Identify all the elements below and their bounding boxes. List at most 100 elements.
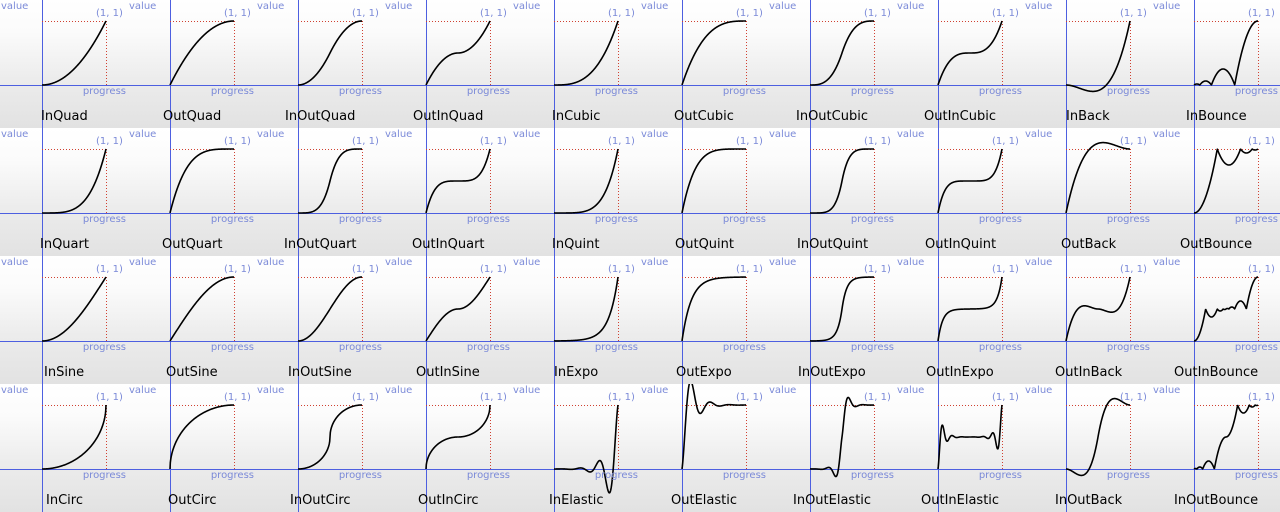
chart-out-in-cubic: value (1, 1) progress OutInCubic [896, 0, 1024, 128]
chart-out-in-expo: value (1, 1) progress OutInExpo [896, 256, 1024, 384]
chart-plot [0, 384, 128, 512]
corner-label: (1, 1) [992, 8, 1019, 19]
chart-plot [896, 256, 1024, 384]
chart-in-out-bounce: value (1, 1) progress InOutBounce [1152, 384, 1280, 512]
corner-label: (1, 1) [1248, 264, 1275, 275]
chart-title: InSine [44, 365, 85, 380]
axis-label-progress: progress [1106, 342, 1150, 353]
chart-in-expo: value (1, 1) progress InExpo [512, 256, 640, 384]
easing-curve [1193, 276, 1259, 342]
axis-label-value: value [129, 385, 157, 396]
axis-label-value: value [1025, 1, 1053, 12]
axis-label-progress: progress [210, 342, 254, 353]
corner-label: (1, 1) [96, 264, 123, 275]
chart-plot [128, 0, 256, 128]
axis-label-value: value [513, 1, 541, 12]
axis-label-progress: progress [594, 86, 638, 97]
axis-label-progress: progress [850, 214, 894, 225]
axis-label-progress: progress [338, 86, 382, 97]
corner-label: (1, 1) [1248, 136, 1275, 147]
axis-label-progress: progress [1234, 342, 1278, 353]
chart-title: OutInQuart [412, 237, 485, 252]
chart-plot [256, 384, 384, 512]
easing-curve [937, 148, 1003, 214]
corner-label: (1, 1) [480, 392, 507, 403]
corner-label: (1, 1) [1248, 8, 1275, 19]
axis-label-value: value [1, 257, 29, 268]
chart-title: InElastic [549, 493, 604, 508]
chart-plot [384, 384, 512, 512]
chart-title: OutInElastic [921, 493, 1000, 508]
chart-title: InOutSine [288, 365, 352, 380]
easing-curve [41, 276, 107, 342]
axis-label-progress: progress [978, 214, 1022, 225]
chart-title: OutInQuint [925, 237, 997, 252]
corner-label: (1, 1) [864, 8, 891, 19]
chart-plot [896, 384, 1024, 512]
chart-plot [256, 128, 384, 256]
chart-in-back: value (1, 1) progress InBack [1024, 0, 1152, 128]
chart-out-elastic: value (1, 1) progress OutElastic [640, 384, 768, 512]
chart-plot [256, 0, 384, 128]
axis-label-progress: progress [82, 214, 126, 225]
chart-title: InOutCubic [796, 109, 868, 124]
chart-title: OutCirc [168, 493, 217, 508]
easing-curve [425, 20, 491, 86]
chart-plot [384, 0, 512, 128]
chart-out-in-circ: value (1, 1) progress OutInCirc [384, 384, 512, 512]
chart-in-sine: value (1, 1) progress InSine [0, 256, 128, 384]
chart-title: OutBack [1061, 237, 1117, 252]
chart-in-quart: value (1, 1) progress InQuart [0, 128, 128, 256]
chart-plot [1024, 384, 1152, 512]
chart-title: InOutBack [1055, 493, 1123, 508]
chart-out-quart: value (1, 1) progress OutQuart [128, 128, 256, 256]
chart-in-out-elastic: value (1, 1) progress InOutElastic [768, 384, 896, 512]
corner-label: (1, 1) [864, 392, 891, 403]
axis-label-progress: progress [978, 342, 1022, 353]
axis-label-progress: progress [722, 342, 766, 353]
easing-curve [553, 404, 619, 494]
easing-curve [809, 276, 875, 342]
corner-label: (1, 1) [736, 264, 763, 275]
corner-label: (1, 1) [864, 264, 891, 275]
axis-label-value: value [641, 129, 669, 140]
chart-title: InOutQuart [284, 237, 357, 252]
chart-in-quad: value (1, 1) progress InQuad [0, 0, 128, 128]
chart-title: InOutQuint [797, 237, 869, 252]
axis-label-progress: progress [594, 214, 638, 225]
chart-title: OutBounce [1180, 237, 1253, 252]
axis-label-value: value [1025, 385, 1053, 396]
easing-curve [169, 20, 235, 86]
chart-out-in-bounce: value (1, 1) progress OutInBounce [1152, 256, 1280, 384]
axis-label-progress: progress [850, 342, 894, 353]
axis-label-value: value [513, 129, 541, 140]
chart-plot [640, 0, 768, 128]
axis-label-progress: progress [466, 214, 510, 225]
corner-label: (1, 1) [608, 136, 635, 147]
axis-label-progress: progress [1234, 86, 1278, 97]
easing-curve [425, 404, 491, 470]
chart-plot [1024, 128, 1152, 256]
corner-label: (1, 1) [736, 136, 763, 147]
axis-label-value: value [129, 257, 157, 268]
chart-plot [896, 128, 1024, 256]
chart-title: OutInQuad [413, 109, 484, 124]
easing-curve [1193, 148, 1259, 214]
corner-label: (1, 1) [480, 8, 507, 19]
chart-in-out-cubic: value (1, 1) progress InOutCubic [768, 0, 896, 128]
axis-label-value: value [1153, 129, 1181, 140]
chart-title: InBounce [1186, 109, 1247, 124]
chart-in-out-expo: value (1, 1) progress InOutExpo [768, 256, 896, 384]
chart-plot [512, 384, 640, 512]
axis-label-progress: progress [1106, 86, 1150, 97]
easing-curve [1065, 20, 1131, 93]
chart-title: OutQuint [675, 237, 734, 252]
easing-curve [553, 148, 619, 214]
axis-label-progress: progress [722, 470, 766, 481]
axis-label-progress: progress [594, 470, 638, 481]
axis-label-progress: progress [210, 470, 254, 481]
chart-plot [640, 384, 768, 512]
axis-label-value: value [897, 129, 925, 140]
chart-title: OutInBack [1055, 365, 1123, 380]
corner-label: (1, 1) [352, 264, 379, 275]
